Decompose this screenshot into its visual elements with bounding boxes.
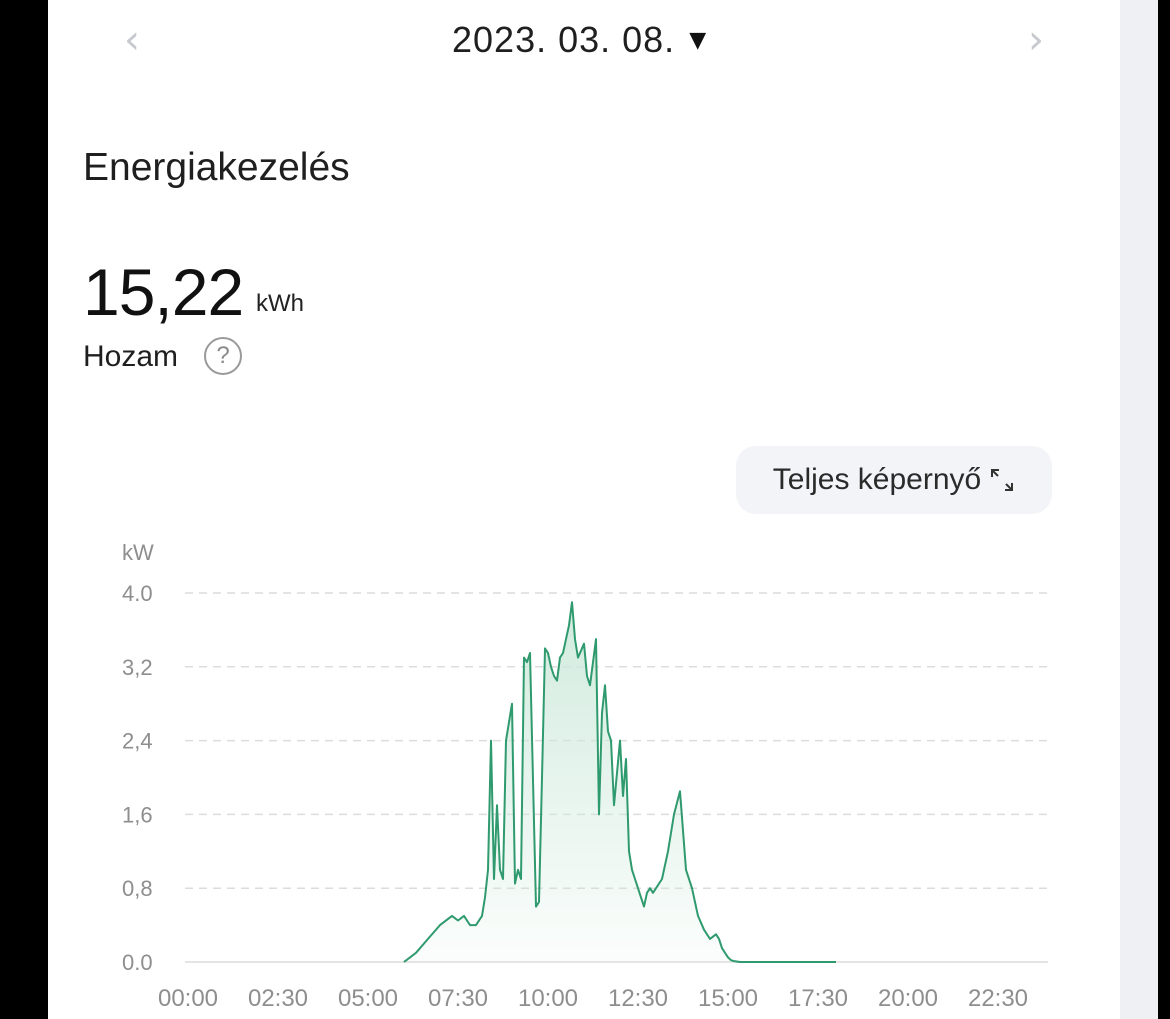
yield-unit: kWh bbox=[256, 290, 304, 317]
chevron-right-icon[interactable]: › bbox=[1028, 17, 1044, 63]
x-tick-label: 22:30 bbox=[968, 985, 1028, 1012]
section-title: Energiakezelés bbox=[83, 146, 350, 189]
x-tick-label: 12:30 bbox=[608, 985, 668, 1012]
y-tick-label: 0.0 bbox=[122, 950, 153, 975]
series-area bbox=[404, 602, 836, 962]
yield-label: Hozam bbox=[83, 340, 179, 373]
energy-card: ‹ 2023. 03. 08. ▼ › Energiakezelés 15,22… bbox=[48, 0, 1120, 1019]
x-tick-label: 00:00 bbox=[158, 985, 218, 1012]
chevron-left-icon[interactable]: ‹ bbox=[124, 17, 140, 63]
x-tick-label: 20:00 bbox=[878, 985, 938, 1012]
date-picker[interactable]: 2023. 03. 08. ▼ bbox=[452, 18, 706, 62]
y-tick-label: 4.0 bbox=[122, 581, 153, 606]
question-circle-icon[interactable]: ? bbox=[204, 337, 242, 375]
series-line bbox=[403, 601, 836, 963]
x-tick-label: 10:00 bbox=[518, 985, 578, 1012]
y-tick-label: 0,8 bbox=[122, 876, 153, 901]
caret-down-icon: ▼ bbox=[689, 27, 707, 53]
x-tick-label: 15:00 bbox=[698, 985, 758, 1012]
fullscreen-button[interactable]: Teljes képernyő bbox=[736, 446, 1052, 514]
x-tick-label: 02:30 bbox=[248, 985, 308, 1012]
y-tick-label: 3,2 bbox=[122, 655, 153, 680]
yield-value: 15,22 bbox=[83, 255, 244, 329]
window-edge bbox=[1120, 0, 1158, 1019]
x-tick-label: 07:30 bbox=[428, 985, 488, 1012]
date-label: 2023. 03. 08. bbox=[452, 19, 676, 60]
y-tick-label: 2,4 bbox=[122, 729, 153, 754]
expand-icon bbox=[991, 469, 1014, 491]
y-tick-label: 1,6 bbox=[122, 802, 153, 827]
power-chart: kW 4.0 3,2 2,4 1,6 0,8 0.000:00 02:30 05:00 07:30… bbox=[122, 540, 1048, 1012]
x-tick-label: 17:30 bbox=[788, 985, 848, 1012]
y-axis-unit: kW bbox=[122, 540, 154, 565]
x-tick-label: 05:00 bbox=[338, 985, 398, 1012]
fullscreen-label: Teljes képernyő bbox=[772, 463, 982, 496]
